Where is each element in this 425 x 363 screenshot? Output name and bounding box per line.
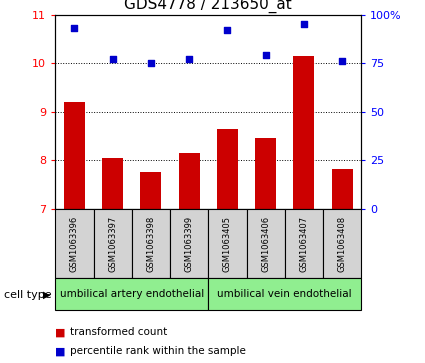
Bar <box>170 209 208 278</box>
Text: GSM1063405: GSM1063405 <box>223 216 232 272</box>
Bar <box>255 138 276 209</box>
Point <box>147 60 154 66</box>
Bar <box>94 209 132 278</box>
Text: ▶: ▶ <box>42 290 50 300</box>
Point <box>339 58 346 64</box>
Text: GSM1063399: GSM1063399 <box>184 216 194 272</box>
Text: ■: ■ <box>55 327 66 337</box>
Point <box>300 21 307 27</box>
Title: GDS4778 / 213650_at: GDS4778 / 213650_at <box>125 0 292 13</box>
Bar <box>208 278 361 310</box>
Point <box>71 25 78 31</box>
Text: transformed count: transformed count <box>70 327 167 337</box>
Text: cell type: cell type <box>4 290 52 300</box>
Text: umbilical vein endothelial: umbilical vein endothelial <box>218 289 352 299</box>
Point <box>186 56 193 62</box>
Bar <box>64 102 85 209</box>
Text: GSM1063407: GSM1063407 <box>299 216 309 272</box>
Text: percentile rank within the sample: percentile rank within the sample <box>70 346 246 356</box>
Text: GSM1063406: GSM1063406 <box>261 216 270 272</box>
Text: umbilical artery endothelial: umbilical artery endothelial <box>60 289 204 299</box>
Bar <box>293 56 314 209</box>
Text: ■: ■ <box>55 346 66 356</box>
Point <box>262 52 269 58</box>
Bar <box>132 209 170 278</box>
Bar <box>246 209 285 278</box>
Bar <box>323 209 361 278</box>
Bar <box>285 209 323 278</box>
Bar <box>55 209 94 278</box>
Bar <box>332 169 353 209</box>
Text: GSM1063398: GSM1063398 <box>146 216 156 272</box>
Bar <box>208 209 246 278</box>
Point <box>224 27 231 33</box>
Bar <box>102 158 123 209</box>
Bar <box>217 129 238 209</box>
Bar <box>55 278 208 310</box>
Text: GSM1063408: GSM1063408 <box>337 216 347 272</box>
Text: GSM1063396: GSM1063396 <box>70 216 79 272</box>
Point <box>109 56 116 62</box>
Bar <box>140 172 162 209</box>
Bar <box>178 153 200 209</box>
Text: GSM1063397: GSM1063397 <box>108 216 117 272</box>
